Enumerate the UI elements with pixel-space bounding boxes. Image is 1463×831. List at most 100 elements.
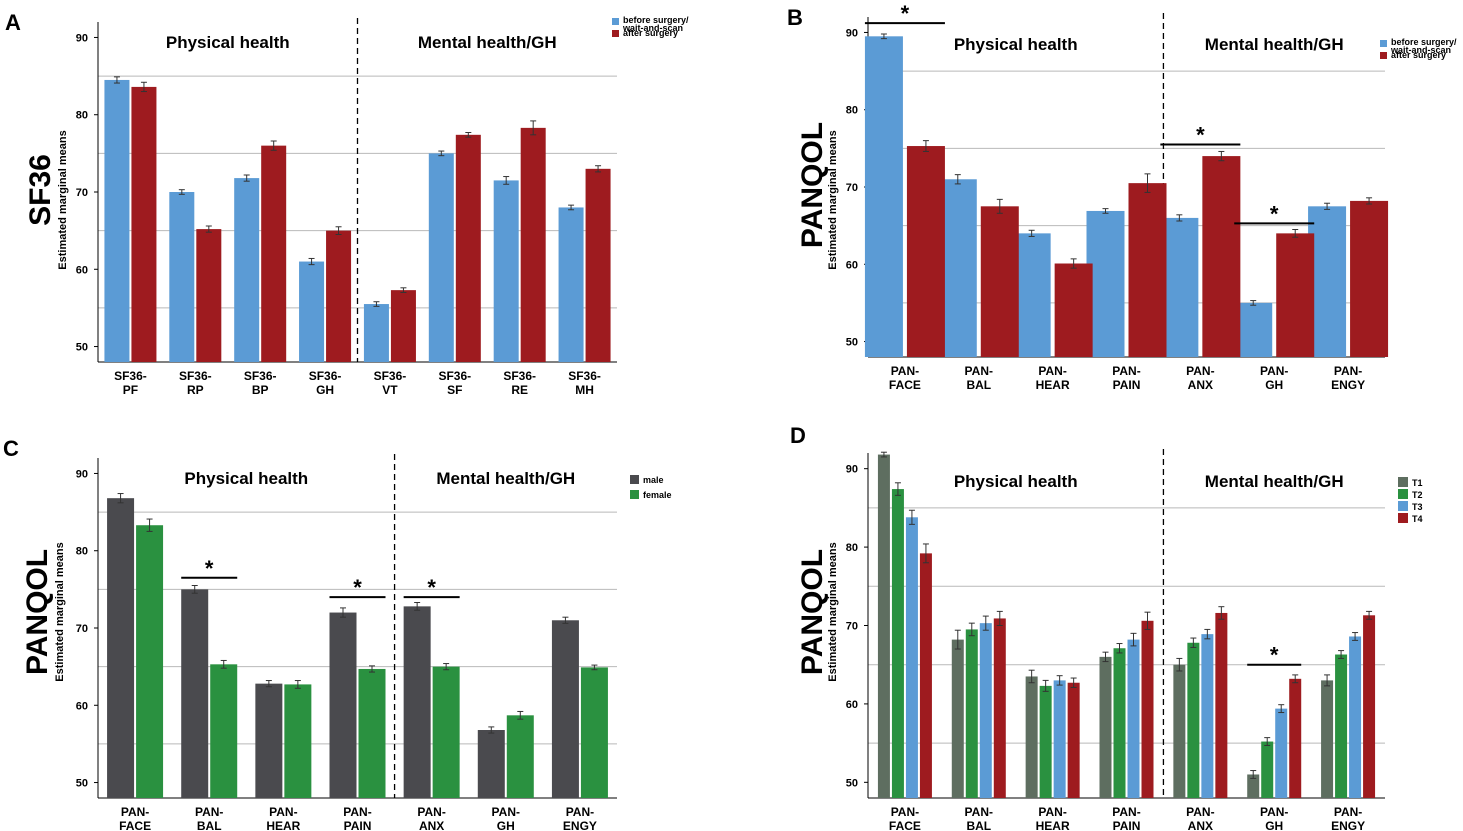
- category-label-line: PAN-: [492, 805, 520, 819]
- y-tick-label: 50: [846, 337, 858, 349]
- category-label-line: SF36-: [179, 369, 212, 383]
- bar: [993, 618, 1006, 798]
- category-label-line: PAN-: [1260, 364, 1288, 378]
- bar: [107, 498, 135, 798]
- bar: [580, 667, 608, 798]
- category-label-line: PAN-: [891, 364, 919, 378]
- bar: [1141, 620, 1154, 798]
- measure-title: PANQOL: [796, 549, 829, 675]
- bar: [299, 261, 325, 362]
- category-label-line: HEAR: [266, 819, 300, 831]
- category-label-line: ANX: [419, 819, 444, 831]
- section-label-mental: Mental health/GH: [418, 33, 557, 52]
- bar: [1350, 200, 1389, 357]
- legend-label: T3: [1412, 502, 1423, 512]
- y-tick-label: 60: [76, 700, 88, 712]
- category-label-line: PAN-: [965, 364, 993, 378]
- bar: [1321, 680, 1334, 798]
- bar: [181, 589, 209, 798]
- y-tick-label: 60: [846, 699, 858, 711]
- category-label-line: PAN-: [1038, 805, 1066, 819]
- category-label-line: HEAR: [1036, 378, 1070, 392]
- bar: [520, 127, 546, 362]
- category-label-line: PAN-: [566, 805, 594, 819]
- category-label-line: PAN-: [1112, 805, 1140, 819]
- category-label-line: ENGY: [1331, 819, 1365, 831]
- significance-star: *: [1270, 643, 1279, 668]
- bar: [1128, 183, 1167, 357]
- bar: [585, 168, 611, 362]
- legend-swatch: [612, 18, 619, 25]
- bar: [1335, 654, 1348, 798]
- y-tick-label: 70: [846, 182, 858, 194]
- category-label-line: PAIN: [1113, 819, 1141, 831]
- legend: male female: [630, 475, 672, 500]
- section-label-mental: Mental health/GH: [1205, 472, 1344, 491]
- section-label-physical: Physical health: [184, 469, 308, 488]
- category-label: PAN-ENGY: [563, 805, 597, 831]
- category-label-line: PAN-: [965, 805, 993, 819]
- y-tick-label: 80: [76, 110, 88, 122]
- legend-swatch: [1380, 40, 1387, 47]
- y-tick-label: 50: [76, 778, 88, 790]
- y-axis-label: Estimated marginal means: [827, 130, 839, 269]
- category-label-line: PAN-: [121, 805, 149, 819]
- bar: [558, 207, 584, 362]
- category-label: PAN-FACE: [889, 805, 921, 831]
- category-label-line: SF36-: [114, 369, 147, 383]
- bar: [551, 620, 579, 798]
- panel-letter: A: [5, 10, 21, 35]
- category-label-line: ANX: [1188, 378, 1213, 392]
- category-label-line: SF36-: [244, 369, 277, 383]
- section-label-mental: Mental health/GH: [1205, 35, 1344, 54]
- category-label-line: PAN-: [343, 805, 371, 819]
- category-label: SF36-RE: [503, 369, 536, 397]
- bar: [169, 192, 195, 362]
- y-axis-label: Estimated marginal means: [57, 130, 69, 269]
- y-tick-label: 80: [846, 105, 858, 117]
- bar: [363, 304, 389, 362]
- bar: [1289, 678, 1302, 798]
- category-label-line: PAN-: [1260, 805, 1288, 819]
- category-label: PAN-ENGY: [1331, 364, 1365, 392]
- legend-label-line: wait-and-scan: [622, 23, 683, 33]
- bar: [1053, 680, 1066, 798]
- bar: [1202, 156, 1241, 357]
- category-label: PAN-HEAR: [266, 805, 300, 831]
- bar: [938, 179, 977, 357]
- bar: [284, 684, 312, 798]
- category-label-line: ANX: [1188, 819, 1213, 831]
- category-label: PAN-ENGY: [1331, 805, 1365, 831]
- legend-label-line: before surgery/: [623, 15, 689, 25]
- y-tick-label: 60: [846, 259, 858, 271]
- category-label-line: GH: [497, 819, 515, 831]
- bar: [919, 553, 932, 798]
- bar: [1173, 664, 1186, 798]
- category-label-line: PAN-: [1038, 364, 1066, 378]
- significance-star: *: [205, 556, 214, 581]
- bar: [864, 36, 903, 358]
- category-label-line: HEAR: [1036, 819, 1070, 831]
- category-label-line: SF36-: [503, 369, 536, 383]
- bar: [1247, 774, 1260, 798]
- category-label: PAN-ANX: [1186, 364, 1214, 392]
- bar: [1113, 648, 1126, 798]
- category-label-line: PAN-: [1334, 805, 1362, 819]
- bar: [196, 229, 222, 362]
- category-label-line: SF36-: [309, 369, 342, 383]
- bar: [1201, 634, 1214, 798]
- bar: [951, 639, 964, 798]
- bar: [1099, 656, 1112, 798]
- bar: [1160, 217, 1199, 357]
- legend-label: before surgery/wait-and-scan: [622, 15, 689, 33]
- category-label-line: PF: [123, 383, 138, 397]
- category-label-line: SF36-: [438, 369, 471, 383]
- bar: [477, 730, 505, 798]
- category-label: PAN-ANX: [1186, 805, 1214, 831]
- bar: [403, 606, 431, 798]
- bar: [965, 629, 978, 798]
- y-tick-label: 90: [76, 468, 88, 480]
- bar: [261, 145, 287, 362]
